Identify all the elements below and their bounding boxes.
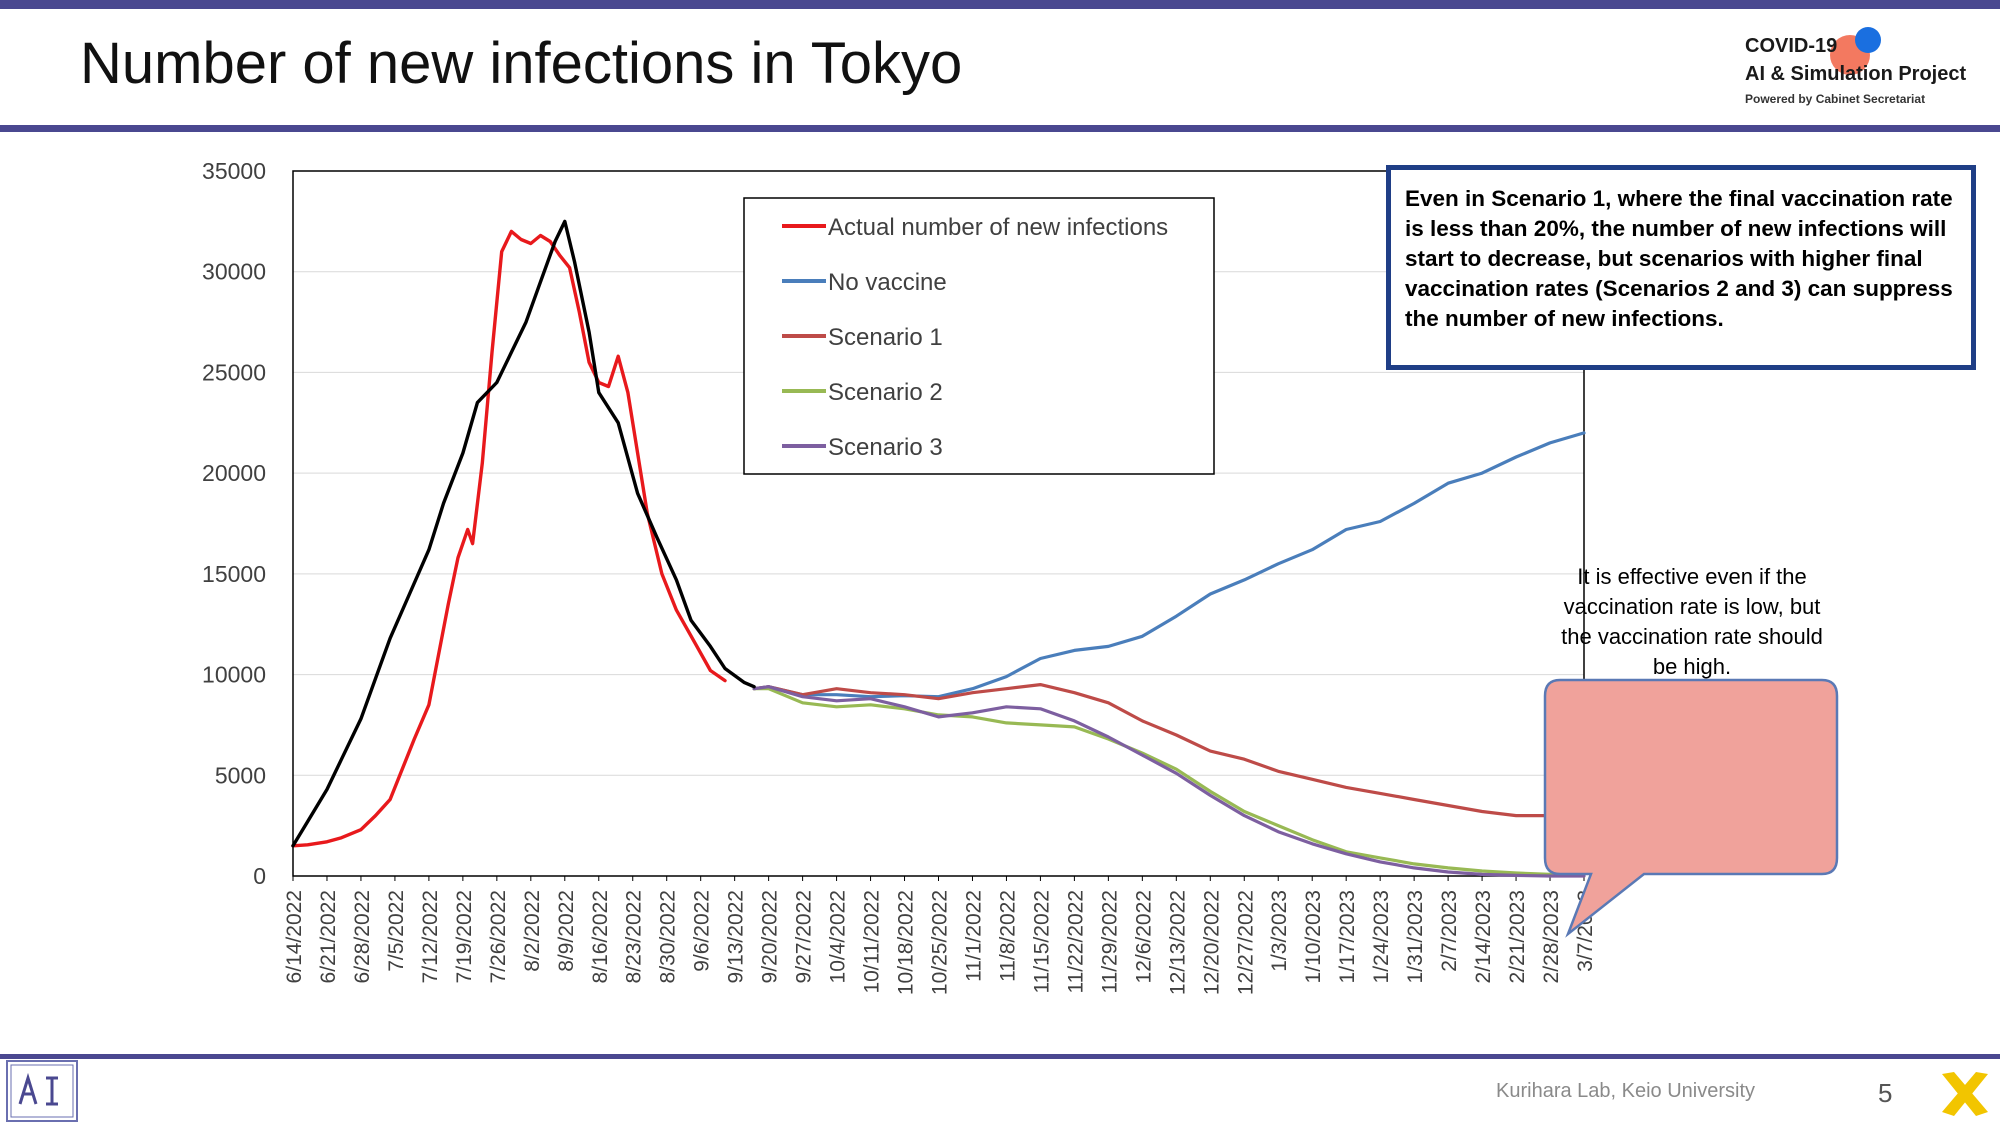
top-accent-bar [0, 0, 2000, 9]
logo-tagline: Powered by Cabinet Secretariat [1745, 92, 1926, 106]
x-tick-label: 1/31/2023 [1404, 890, 1427, 983]
note-text: Even in Scenario 1, where the final vacc… [1405, 186, 1953, 331]
series-line-4 [752, 682, 1586, 824]
x-tick-label: 8/30/2022 [657, 890, 680, 983]
chart-legend: Actual number of new infections No vaccin… [743, 197, 1215, 475]
legend-label: Scenario 2 [828, 379, 943, 406]
x-tick-label: 9/6/2022 [691, 890, 714, 972]
legend-label: No vaccine [828, 269, 947, 296]
infections-line-chart: 0 5000 10000 15000 20000 25000 30000 35000 6/14… [202, 158, 1839, 995]
y-tick-label: 5000 [215, 762, 266, 788]
x-tick-label: 2/7/2023 [1438, 890, 1461, 972]
keio-logo-icon [1942, 1072, 1988, 1116]
x-tick-label: 7/5/2022 [385, 890, 408, 972]
x-tick-label: 11/1/2022 [962, 890, 985, 982]
x-tick-label: 9/13/2022 [725, 890, 748, 983]
footer-divider [0, 1054, 2000, 1059]
x-tick-label: 12/6/2022 [1132, 890, 1155, 983]
x-tick-label: 12/20/2022 [1200, 890, 1223, 995]
legend-label: Actual number of new infections [828, 214, 1168, 241]
lab-logo-icon [6, 1060, 78, 1122]
y-tick-label: 30000 [202, 259, 266, 285]
series-line-3 [752, 431, 1586, 699]
x-tick-label: 11/29/2022 [1098, 890, 1121, 994]
x-tick-label: 11/15/2022 [1030, 890, 1053, 994]
series-line-2 [291, 219, 756, 848]
x-tick-label: 6/28/2022 [351, 890, 374, 983]
footer-credit: Kurihara Lab, Keio University [1496, 1080, 1756, 1102]
callout-bubble-shape [1543, 678, 1839, 938]
y-tick-label: 20000 [202, 460, 266, 486]
x-tick-label: 12/27/2022 [1234, 890, 1257, 995]
series-line-5 [752, 687, 1586, 877]
x-tick-label: 6/14/2022 [283, 890, 306, 983]
x-tick-label: 11/8/2022 [996, 890, 1019, 982]
x-tick-label: 2/14/2023 [1472, 890, 1495, 983]
page-number: 5 [1878, 1078, 1893, 1108]
x-tick-label: 12/13/2022 [1166, 890, 1189, 995]
y-tick-label: 35000 [202, 158, 266, 184]
covid19-project-logo: COVID-19 AI & Simulation Project Powered… [1745, 25, 1985, 115]
logo-title: COVID-19 [1745, 35, 1838, 57]
page-title: Number of new infections in Tokyo [80, 31, 963, 96]
chart-series [291, 219, 1586, 878]
x-tick-label: 8/2/2022 [521, 890, 544, 972]
x-tick-label: 1/17/2023 [1336, 890, 1359, 983]
x-tick-label: 6/21/2022 [317, 890, 340, 983]
x-tick-label: 7/12/2022 [419, 890, 442, 983]
x-tick-label: 1/3/2023 [1268, 890, 1291, 972]
x-tick-label: 7/26/2022 [487, 890, 510, 983]
x-tick-label: 9/27/2022 [793, 890, 816, 983]
x-tick-label: 11/22/2022 [1064, 890, 1087, 994]
series-line-6 [752, 685, 1586, 878]
x-tick-label: 9/20/2022 [759, 890, 782, 983]
x-tick-label: 7/19/2022 [453, 890, 476, 983]
legend-label: Scenario 3 [828, 434, 943, 461]
x-tick-label: 10/11/2022 [861, 890, 884, 994]
y-axis-ticks: 0 5000 10000 15000 20000 25000 30000 35000 [202, 158, 266, 889]
legend-label: Scenario 1 [828, 324, 943, 351]
x-tick-label: 10/4/2022 [827, 890, 850, 983]
x-tick-label: 1/24/2023 [1370, 890, 1393, 983]
x-tick-label: 10/25/2022 [929, 890, 952, 995]
x-tick-label: 10/18/2022 [895, 890, 918, 995]
x-tick-label: 8/16/2022 [589, 890, 612, 983]
x-tick-label: 8/9/2022 [555, 890, 578, 972]
logo-blue-dot-icon [1855, 27, 1881, 53]
y-tick-label: 25000 [202, 359, 266, 385]
x-tick-label: 1/10/2023 [1302, 890, 1325, 983]
x-tick-label: 2/28/2023 [1540, 890, 1563, 983]
y-tick-label: 0 [253, 863, 266, 889]
series-line-1 [291, 229, 727, 848]
logo-subtitle: AI & Simulation Project [1745, 63, 1967, 85]
x-tick-label: 2/21/2023 [1506, 890, 1529, 983]
y-tick-label: 10000 [202, 662, 266, 688]
y-tick-label: 15000 [202, 561, 266, 587]
x-tick-label: 8/23/2022 [623, 890, 646, 983]
note-box: Even in Scenario 1, where the final vacc… [1386, 165, 1976, 370]
callout-text: It is effective even if the vaccination … [1561, 564, 1823, 679]
title-divider [0, 125, 2000, 132]
callout-bubble [1543, 678, 1839, 938]
x-axis-ticks: 6/14/2022 6/21/2022 6/28/2022 7/5/2022 7/12/… [283, 876, 1597, 995]
